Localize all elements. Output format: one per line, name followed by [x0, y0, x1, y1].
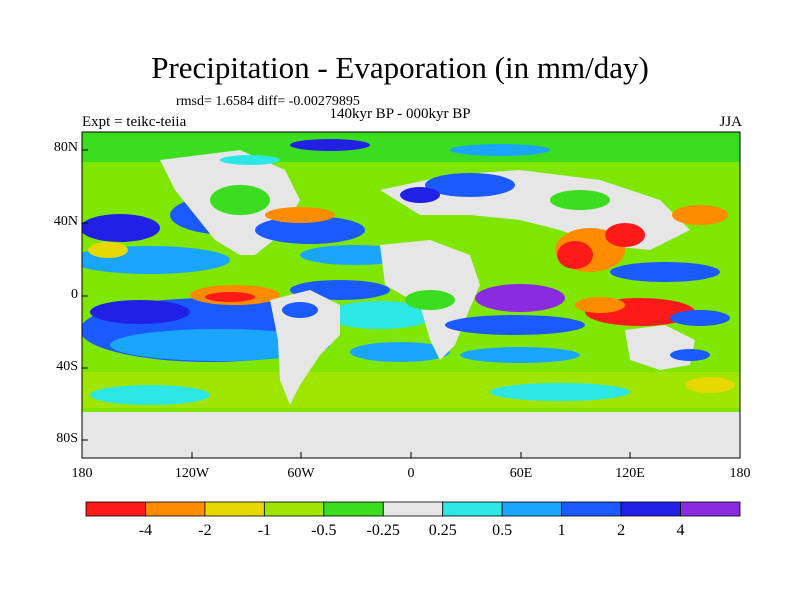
colorbar-label: -4: [138, 522, 153, 539]
colorbar-label: 1: [557, 522, 566, 539]
colorbar-swatch: [382, 501, 444, 517]
colorbar-swatch: [620, 501, 681, 517]
stats-label: rmsd= 1.6584 diff= -0.00279895: [176, 94, 360, 109]
colorbar-label: 2: [617, 522, 626, 539]
lat-tick-40s: 40S: [56, 359, 78, 374]
lon-tick-60e: 60E: [509, 466, 533, 481]
colorbar-swatch: [680, 501, 741, 517]
colorbar-swatch: [204, 501, 265, 517]
colorbar-label: -0.5: [311, 522, 337, 539]
period-label: 140kyr BP - 000kyr BP: [329, 106, 471, 122]
colorbar-label: -0.25: [366, 522, 400, 539]
colorbar-label: -2: [198, 522, 212, 539]
colorbar-label: 4: [676, 522, 685, 539]
lon-tick-60w: 60W: [287, 466, 315, 481]
map-title: Precipitation - Evaporation (in mm/day): [151, 50, 649, 85]
colorbar-swatch: [442, 501, 503, 517]
colorbar-swatch: [263, 501, 325, 517]
lat-tick-80s: 80S: [56, 431, 78, 446]
pme-field: [82, 132, 740, 458]
lon-tick-180w: 180: [71, 466, 93, 481]
colorbar-label: -1: [257, 522, 272, 539]
lon-tick-0: 0: [407, 466, 415, 481]
lat-tick-40n: 40N: [53, 214, 78, 229]
colorbar-swatch: [501, 501, 563, 517]
lat-tick-80n: 80N: [53, 140, 78, 155]
season-label: JJA: [719, 114, 742, 130]
lon-tick-120e: 120E: [615, 466, 645, 481]
colorbar-swatch: [323, 501, 384, 517]
lat-tick-0: 0: [71, 287, 78, 302]
colorbar-label: 0.25: [428, 522, 457, 539]
colorbar-swatch: [561, 501, 622, 517]
colorbar-swatch: [145, 501, 206, 517]
colorbar: [85, 501, 741, 517]
colorbar-swatch: [85, 501, 146, 517]
axis-ticks: [81, 149, 741, 458]
lon-tick-180e: 180: [729, 466, 751, 481]
experiment-label: Expt = teikc-teiia: [82, 114, 187, 130]
colorbar-label: 0.5: [492, 522, 513, 539]
lon-tick-120w: 120W: [174, 466, 210, 481]
